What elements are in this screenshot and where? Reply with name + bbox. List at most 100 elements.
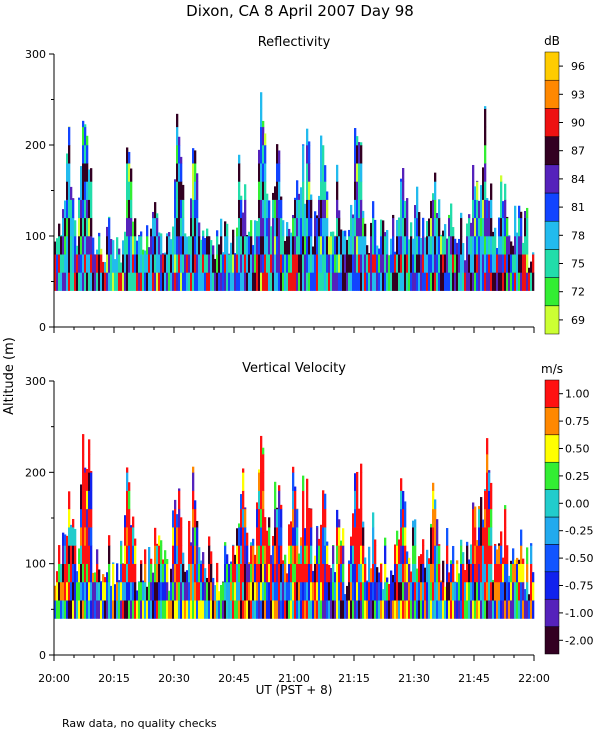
heatmap-cell <box>290 545 293 564</box>
heatmap-cell <box>530 545 533 564</box>
heatmap-cell <box>274 186 277 200</box>
heatmap-cell <box>108 535 111 546</box>
heatmap-cell <box>274 236 277 255</box>
heatmap-cell <box>196 173 199 182</box>
heatmap-cell <box>222 254 225 273</box>
heatmap-cell <box>516 557 519 564</box>
heatmap-cell <box>82 163 85 182</box>
heatmap-cell <box>84 199 87 219</box>
heatmap-cell <box>124 563 127 583</box>
heatmap-cell <box>188 527 191 546</box>
heatmap-cell <box>364 563 367 583</box>
heatmap-cell <box>180 545 183 564</box>
heatmap-cell <box>252 545 255 564</box>
heatmap-cell <box>302 600 305 619</box>
heatmap-cell <box>62 600 65 619</box>
heatmap-cell <box>372 217 375 237</box>
heatmap-cell <box>292 466 295 473</box>
heatmap-cell <box>320 145 323 164</box>
heatmap-cell <box>144 581 147 601</box>
heatmap-cell <box>118 581 121 601</box>
heatmap-cell <box>86 563 89 583</box>
heatmap-cell <box>138 236 141 255</box>
heatmap-cell <box>158 272 161 291</box>
heatmap-cell <box>262 508 265 528</box>
heatmap-cell <box>296 527 299 546</box>
heatmap-cell <box>396 563 399 583</box>
heatmap-cell <box>194 508 197 528</box>
heatmap-cell <box>68 581 71 601</box>
heatmap-cell <box>180 581 183 601</box>
heatmap-cell <box>438 600 441 619</box>
heatmap-cell <box>232 581 235 601</box>
heatmap-cell <box>440 272 443 291</box>
heatmap-cell <box>184 571 187 583</box>
heatmap-cell <box>278 527 281 546</box>
heatmap-cell <box>78 272 81 291</box>
heatmap-cell <box>188 520 191 528</box>
heatmap-cell <box>142 272 145 291</box>
heatmap-cell <box>142 600 145 619</box>
heatmap-cell <box>492 231 495 237</box>
heatmap-cell <box>160 600 163 619</box>
heatmap-cell <box>154 527 157 546</box>
heatmap-cell <box>338 600 341 619</box>
heatmap-cell <box>390 238 393 255</box>
heatmap-cell <box>86 468 89 473</box>
heatmap-cell <box>226 223 229 237</box>
heatmap-cell <box>220 236 223 255</box>
heatmap-cell <box>396 581 399 601</box>
heatmap-cell <box>176 254 179 273</box>
heatmap-cell <box>470 600 473 619</box>
heatmap-cell <box>308 199 311 219</box>
heatmap-cell <box>482 600 485 619</box>
heatmap-cell <box>56 581 59 601</box>
heatmap-cell <box>370 222 373 237</box>
heatmap-cell <box>58 545 61 546</box>
heatmap-cell <box>464 260 467 273</box>
heatmap-cell <box>406 236 409 255</box>
heatmap-cell <box>366 581 369 601</box>
heatmap-cell <box>260 545 263 564</box>
heatmap-cell <box>136 254 139 273</box>
heatmap-cell <box>208 563 211 583</box>
heatmap-cell <box>472 545 475 564</box>
heatmap-cell <box>134 563 137 583</box>
heatmap-cell <box>402 490 405 510</box>
heatmap-cell <box>484 508 487 528</box>
heatmap-cell <box>86 181 89 200</box>
heatmap-cell <box>302 508 305 528</box>
heatmap-cell <box>192 181 195 200</box>
heatmap-cell <box>192 199 195 219</box>
heatmap-cell <box>130 545 133 564</box>
heatmap-cell <box>378 581 381 601</box>
heatmap-cell <box>154 545 157 564</box>
heatmap-cell <box>204 238 207 255</box>
heatmap-cell <box>158 545 161 564</box>
heatmap-cell <box>202 581 205 601</box>
heatmap-cell <box>430 527 433 546</box>
heatmap-cell <box>80 527 83 546</box>
heatmap-cell <box>406 272 409 291</box>
heatmap-cell <box>60 235 63 237</box>
heatmap-cell <box>86 581 89 601</box>
heatmap-cell <box>480 272 483 291</box>
heatmap-cell <box>194 163 197 182</box>
heatmap-cell <box>82 527 85 546</box>
heatmap-cell <box>400 527 403 546</box>
heatmap-cell <box>192 472 195 491</box>
heatmap-cell <box>88 254 91 273</box>
heatmap-cell <box>70 186 73 200</box>
heatmap-cell <box>82 454 85 473</box>
heatmap-cell <box>68 545 71 564</box>
heatmap-cell <box>238 236 241 255</box>
heatmap-cell <box>360 490 363 510</box>
heatmap-cell <box>294 254 297 273</box>
heatmap-cell <box>202 552 205 564</box>
x-tick-label: 20:15 <box>98 672 130 685</box>
heatmap-cell <box>182 184 185 200</box>
heatmap-cell <box>174 527 177 546</box>
heatmap-cell <box>416 186 419 200</box>
heatmap-cell <box>126 545 129 564</box>
heatmap-cell <box>358 181 361 200</box>
